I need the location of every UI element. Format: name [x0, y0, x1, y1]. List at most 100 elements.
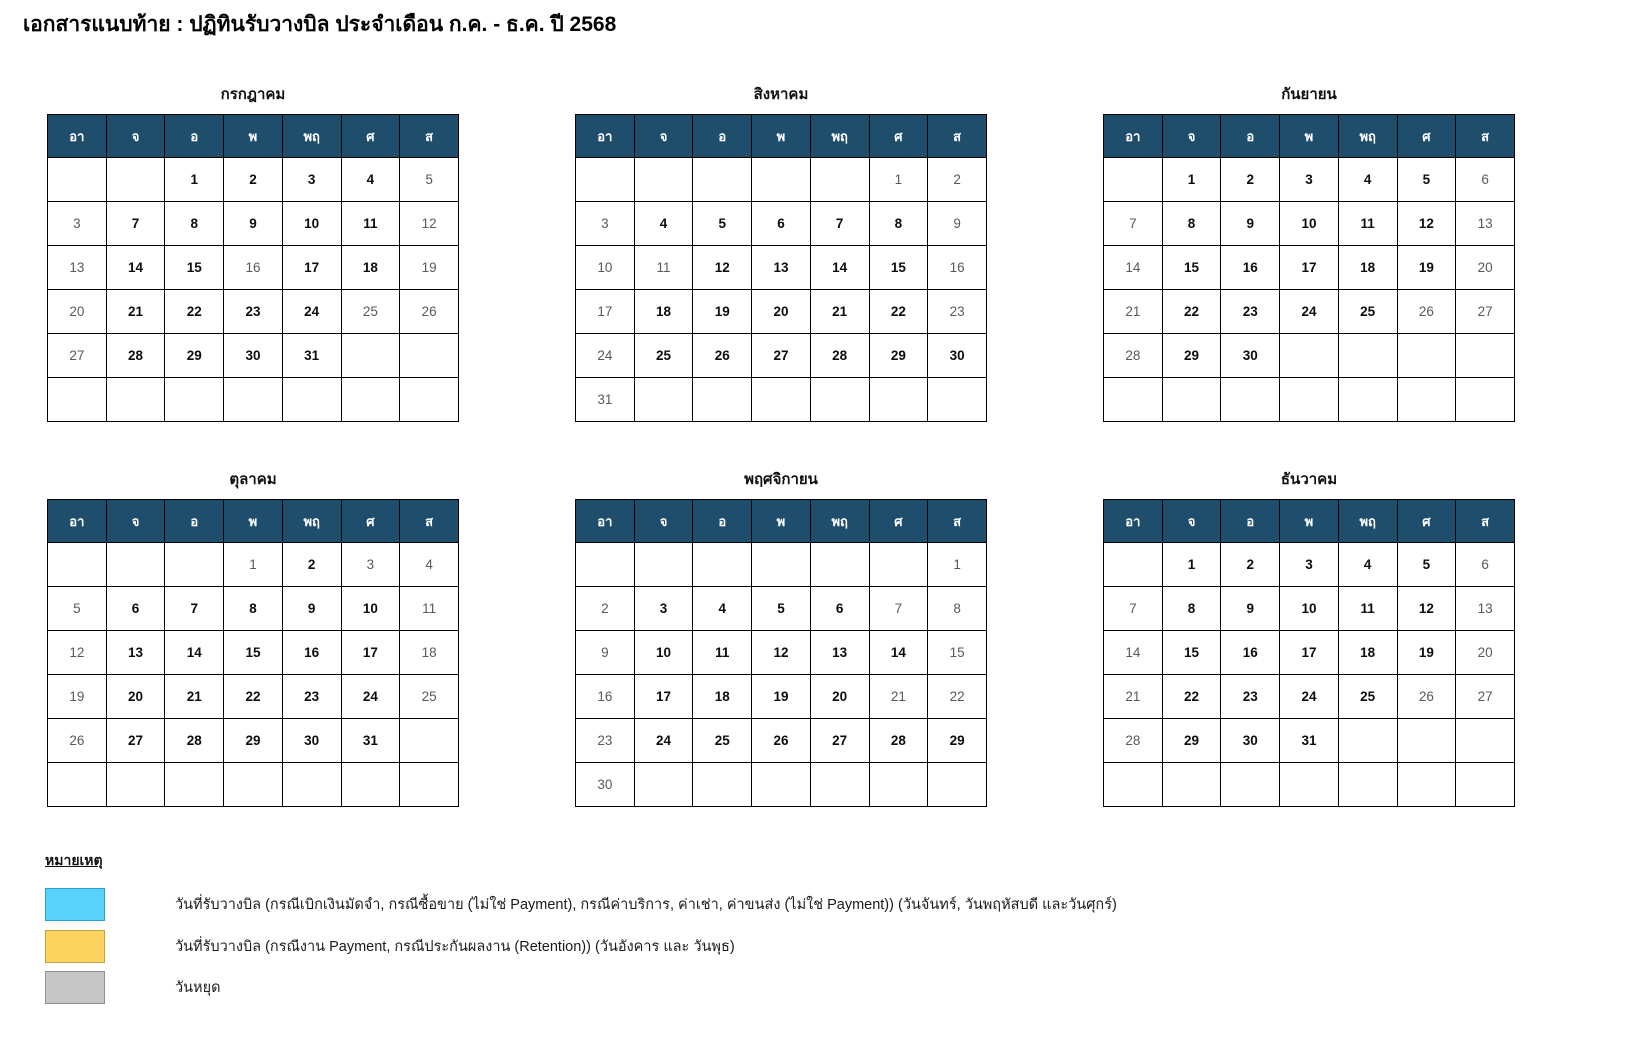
day-cell: 10 [281, 201, 342, 246]
empty-cell [809, 542, 870, 587]
day-cell: 2 [281, 542, 342, 587]
day-cell: 9 [927, 201, 987, 246]
day-cell: 8 [868, 201, 929, 246]
day-header-cell: ศ [340, 114, 401, 158]
day-cell: 24 [281, 289, 342, 334]
month-calendar-3: กันยายน อาจอพพฤศส 1 2 3 4 5 6 7 8 9 10 11 12 13 14 15 16 1… [1103, 84, 1515, 422]
empty-cell [692, 762, 753, 807]
legend-item-holiday-gray: วันหยุด [45, 971, 221, 1004]
day-cell: 4 [1337, 542, 1398, 587]
day-cell: 18 [399, 630, 459, 675]
day-cell: 6 [809, 586, 870, 631]
day-cell: 15 [927, 630, 987, 675]
day-cell: 17 [1279, 245, 1339, 290]
day-cell: 7 [809, 201, 870, 246]
day-cell: 12 [1396, 201, 1457, 246]
empty-cell [1337, 333, 1398, 378]
day-cell: 9 [223, 201, 283, 246]
day-header-cell: อ [1220, 499, 1281, 543]
empty-cell [1103, 377, 1163, 422]
empty-cell [1220, 762, 1281, 807]
day-cell: 29 [1161, 718, 1222, 763]
empty-cell [1455, 333, 1515, 378]
legend-label: วันที่รับวางบิล (กรณีงาน Payment, กรณีปร… [175, 939, 735, 955]
day-header-cell: ศ [1396, 114, 1457, 158]
day-cell: 26 [1396, 674, 1457, 719]
day-cell: 9 [1220, 586, 1281, 631]
day-cell: 3 [1279, 542, 1339, 587]
empty-cell [575, 157, 635, 202]
day-cell: 26 [751, 718, 811, 763]
day-header-cell: พฤ [809, 499, 870, 543]
day-cell: 12 [1396, 586, 1457, 631]
empty-cell [633, 157, 694, 202]
empty-cell [1337, 718, 1398, 763]
empty-cell [868, 762, 929, 807]
day-cell: 24 [1279, 289, 1339, 334]
day-cell: 7 [1103, 586, 1163, 631]
empty-cell [927, 762, 987, 807]
day-cell: 28 [809, 333, 870, 378]
day-cell: 3 [633, 586, 694, 631]
day-cell: 3 [281, 157, 342, 202]
empty-cell [1279, 333, 1339, 378]
day-cell: 17 [575, 289, 635, 334]
day-cell: 11 [1337, 586, 1398, 631]
day-cell: 27 [1455, 289, 1515, 334]
day-cell: 1 [1161, 157, 1222, 202]
day-cell: 21 [105, 289, 166, 334]
day-cell: 22 [868, 289, 929, 334]
day-cell: 28 [164, 718, 225, 763]
legend-label: วันที่รับวางบิล (กรณีเบิกเงินมัดจำ, กรณี… [175, 897, 1117, 913]
day-cell: 16 [1220, 630, 1281, 675]
empty-cell [692, 377, 753, 422]
day-cell: 17 [633, 674, 694, 719]
day-cell: 4 [692, 586, 753, 631]
day-cell: 18 [633, 289, 694, 334]
empty-cell [105, 157, 166, 202]
day-cell: 10 [1279, 586, 1339, 631]
day-header-cell: พฤ [281, 114, 342, 158]
empty-cell [1279, 377, 1339, 422]
day-cell: 29 [1161, 333, 1222, 378]
empty-cell [164, 762, 225, 807]
day-cell: 3 [575, 201, 635, 246]
day-cell: 3 [47, 201, 107, 246]
month-table: อาจอพพฤศส 1 2 3 4 5 6 7 8 9 10 11 12 13 14 15 16 17 18 19 20… [575, 114, 987, 422]
empty-cell [105, 542, 166, 587]
day-cell: 15 [223, 630, 283, 675]
day-cell: 13 [1455, 201, 1515, 246]
day-cell: 10 [575, 245, 635, 290]
day-cell: 22 [223, 674, 283, 719]
day-header-cell: พฤ [1337, 114, 1398, 158]
day-cell: 7 [1103, 201, 1163, 246]
empty-cell [399, 718, 459, 763]
day-cell: 12 [399, 201, 459, 246]
day-header-cell: พ [751, 499, 811, 543]
empty-cell [1103, 542, 1163, 587]
day-cell: 27 [809, 718, 870, 763]
empty-cell [809, 157, 870, 202]
day-cell: 9 [281, 586, 342, 631]
empty-cell [47, 542, 107, 587]
day-cell: 5 [751, 586, 811, 631]
day-header-cell: อ [164, 499, 225, 543]
month-title: พฤศจิกายน [744, 471, 818, 488]
day-header-cell: จ [105, 499, 166, 543]
day-header-cell: ศ [868, 499, 929, 543]
day-cell: 12 [692, 245, 753, 290]
day-cell: 22 [927, 674, 987, 719]
day-cell: 22 [1161, 289, 1222, 334]
day-cell: 29 [868, 333, 929, 378]
day-header-cell: อา [47, 114, 107, 158]
day-cell: 24 [575, 333, 635, 378]
empty-cell [1455, 762, 1515, 807]
day-cell: 1 [927, 542, 987, 587]
empty-cell [868, 542, 929, 587]
day-cell: 30 [575, 762, 635, 807]
day-cell: 19 [47, 674, 107, 719]
empty-cell [1337, 762, 1398, 807]
day-cell: 17 [340, 630, 401, 675]
legend-header: หมายเหตุ [45, 852, 103, 868]
day-cell: 31 [340, 718, 401, 763]
